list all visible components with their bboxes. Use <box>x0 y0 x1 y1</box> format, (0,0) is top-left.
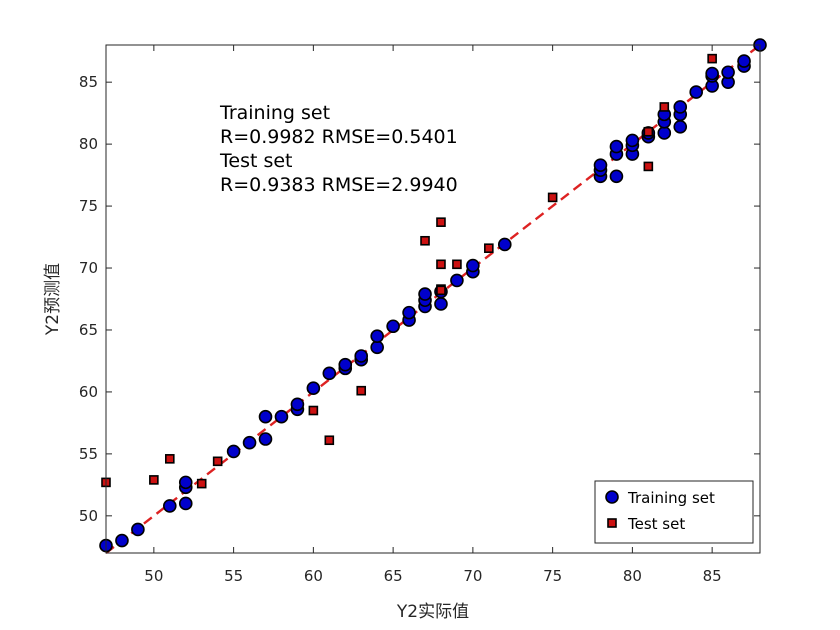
test-point <box>325 436 333 444</box>
training-point <box>419 288 431 300</box>
x-axis-label: Y2实际值 <box>396 602 469 622</box>
training-point <box>164 500 176 512</box>
y-tick-label: 75 <box>79 197 98 215</box>
test-point <box>198 480 206 488</box>
training-point <box>180 476 192 488</box>
test-point <box>660 103 668 111</box>
training-point <box>307 382 319 394</box>
test-point <box>421 237 429 245</box>
legend-test-label: Test set <box>627 515 685 533</box>
training-point <box>499 238 511 250</box>
training-point <box>690 86 702 98</box>
y-tick-label: 65 <box>79 321 98 339</box>
legend-training-label: Training set <box>627 489 715 507</box>
training-point <box>260 411 272 423</box>
training-point <box>228 445 240 457</box>
test-point <box>357 387 365 395</box>
training-point <box>626 134 638 146</box>
training-point <box>738 55 750 67</box>
test-point <box>644 128 652 136</box>
training-point <box>291 398 303 410</box>
annotation-line-1: Training set <box>219 102 330 124</box>
training-point <box>180 497 192 509</box>
x-tick-label: 85 <box>703 567 722 585</box>
training-point <box>435 298 447 310</box>
training-point <box>116 535 128 547</box>
y-tick-label: 50 <box>79 507 98 525</box>
training-point <box>674 121 686 133</box>
training-point <box>467 260 479 272</box>
test-point <box>485 244 493 252</box>
training-point <box>132 523 144 535</box>
test-point <box>214 457 222 465</box>
training-point <box>371 341 383 353</box>
training-point <box>610 141 622 153</box>
scatter-chart: 50 55 60 65 70 75 80 85 50 55 60 65 70 75 80 85 Y2实际值 Y… <box>0 0 840 630</box>
training-point <box>244 437 256 449</box>
test-point <box>437 286 445 294</box>
annotation-line-3: Test set <box>219 150 293 172</box>
legend: Training set Test set <box>595 481 753 543</box>
x-tick-label: 75 <box>543 567 562 585</box>
test-point <box>453 260 461 268</box>
training-point <box>594 159 606 171</box>
training-point <box>610 170 622 182</box>
y-tick-label: 80 <box>79 135 98 153</box>
training-point <box>275 411 287 423</box>
test-point <box>309 407 317 415</box>
training-point <box>451 274 463 286</box>
training-point <box>355 350 367 362</box>
test-point <box>437 260 445 268</box>
test-point <box>708 55 716 63</box>
annotation-line-4: R=0.9383 RMSE=2.9940 <box>220 174 458 196</box>
training-point <box>371 330 383 342</box>
legend-training-marker <box>606 491 618 503</box>
test-point <box>166 455 174 463</box>
x-tick-label: 60 <box>304 567 323 585</box>
training-point <box>722 66 734 78</box>
test-point <box>150 476 158 484</box>
y-tick-label: 85 <box>79 73 98 91</box>
training-point <box>339 359 351 371</box>
y-tick-label: 70 <box>79 259 98 277</box>
training-point <box>658 127 670 139</box>
x-tick-label: 65 <box>384 567 403 585</box>
y-tick-label: 55 <box>79 445 98 463</box>
test-point <box>644 162 652 170</box>
training-point <box>674 101 686 113</box>
test-point <box>549 193 557 201</box>
training-point <box>403 307 415 319</box>
training-point <box>260 433 272 445</box>
y-axis-label: Y2预测值 <box>43 263 63 336</box>
x-tick-label: 55 <box>224 567 243 585</box>
x-tick-label: 70 <box>463 567 482 585</box>
x-tick-label: 80 <box>623 567 642 585</box>
training-point <box>323 367 335 379</box>
test-point <box>437 218 445 226</box>
training-point <box>387 320 399 332</box>
training-point <box>706 67 718 79</box>
legend-test-marker <box>608 519 616 527</box>
y-tick-label: 60 <box>79 383 98 401</box>
annotation-line-2: R=0.9982 RMSE=0.5401 <box>220 126 458 148</box>
x-tick-label: 50 <box>144 567 163 585</box>
